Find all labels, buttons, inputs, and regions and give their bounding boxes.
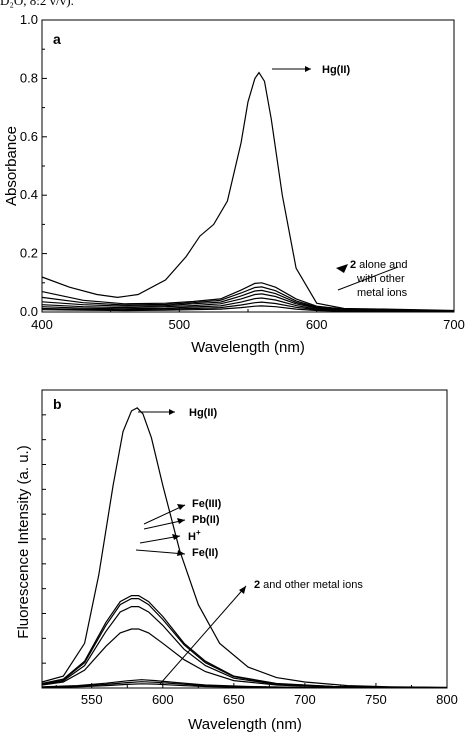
x-axis-title: Wavelength (nm) xyxy=(191,339,305,356)
pb-label: Pb(II) xyxy=(192,514,220,526)
h-arrowhead xyxy=(172,534,180,540)
others-label-line1: 2 alone and xyxy=(350,259,408,271)
hg-arrowhead xyxy=(305,66,311,72)
h-label: H+ xyxy=(188,528,201,543)
absorbance-series-0 xyxy=(41,71,455,312)
hg-arrowhead xyxy=(169,409,175,415)
fe3-arrow-line xyxy=(143,504,186,525)
y-tick-label: 0.6 xyxy=(20,129,38,144)
y-tick-label: 0.0 xyxy=(20,304,38,319)
fluorescence-series-7 xyxy=(41,683,448,689)
fe2-arrow-line xyxy=(135,549,186,555)
y-tick-label: 0.2 xyxy=(20,246,38,261)
x-tick-label: 500 xyxy=(168,317,190,332)
x-tick-label: 700 xyxy=(443,317,465,332)
y-axis-title: Fluorescence Intensity (a. u.) xyxy=(15,445,32,638)
plot-frame xyxy=(41,389,448,689)
fluorescence-chart: 550 600 650 700 750 800 b Hg(II) Fe(III) Pb(I… xyxy=(15,389,458,733)
fluorescence-series-0 xyxy=(41,407,448,688)
x-tick-label: 700 xyxy=(294,692,316,707)
fluorescence-series-2 xyxy=(41,598,448,689)
fe3-label: Fe(III) xyxy=(192,498,222,510)
panel-label-a: a xyxy=(53,31,61,47)
pb-arrowhead xyxy=(177,518,185,524)
x-axis-title: Wavelength (nm) xyxy=(188,716,302,733)
x-tick-label: 600 xyxy=(152,692,174,707)
x-tick-label: 600 xyxy=(306,317,328,332)
x-tick-label: 800 xyxy=(436,692,458,707)
hg-label: Hg(II) xyxy=(322,64,350,76)
y-tick-label: 0.8 xyxy=(20,70,38,85)
absorbance-series-7 xyxy=(41,305,455,313)
x-tick-label: 750 xyxy=(365,692,387,707)
fe2-label: Fe(II) xyxy=(192,547,219,559)
x-tick-label: 550 xyxy=(81,692,103,707)
fluorescence-series-group xyxy=(41,407,448,689)
absorbance-series-5 xyxy=(41,297,455,312)
others-arrowhead xyxy=(239,586,246,594)
others-label-line3: metal ions xyxy=(357,287,408,299)
hg-label: Hg(II) xyxy=(189,407,217,419)
absorbance-series-group xyxy=(41,71,455,313)
y-tick-label: 0.4 xyxy=(20,187,38,202)
others-label: 2 and other metal ions xyxy=(254,579,363,591)
others-arrow-line xyxy=(159,585,247,685)
others-arrowhead xyxy=(336,264,348,273)
fe3-arrowhead xyxy=(177,504,185,510)
y-axis-title: Absorbance xyxy=(3,126,20,206)
absorbance-series-3 xyxy=(41,289,455,312)
absorbance-series-2 xyxy=(41,286,455,312)
figure-caption-fragment: D₂O, 8:2 v/v). xyxy=(0,0,74,8)
absorbance-series-1 xyxy=(41,282,455,312)
fluorescence-series-3 xyxy=(41,606,448,689)
panel-label-b: b xyxy=(53,396,62,412)
absorbance-series-4 xyxy=(41,293,455,312)
others-arrow-line xyxy=(337,266,399,291)
y-tick-label: 1.0 xyxy=(20,12,38,27)
x-tick-label: 650 xyxy=(223,692,245,707)
x-tick-label: 400 xyxy=(31,317,53,332)
absorbance-series-6 xyxy=(41,301,455,312)
fluorescence-series-1 xyxy=(41,595,448,689)
fe2-arrowhead xyxy=(177,550,185,556)
others-label-line2: with other xyxy=(356,273,405,285)
fluorescence-series-4 xyxy=(41,628,448,689)
